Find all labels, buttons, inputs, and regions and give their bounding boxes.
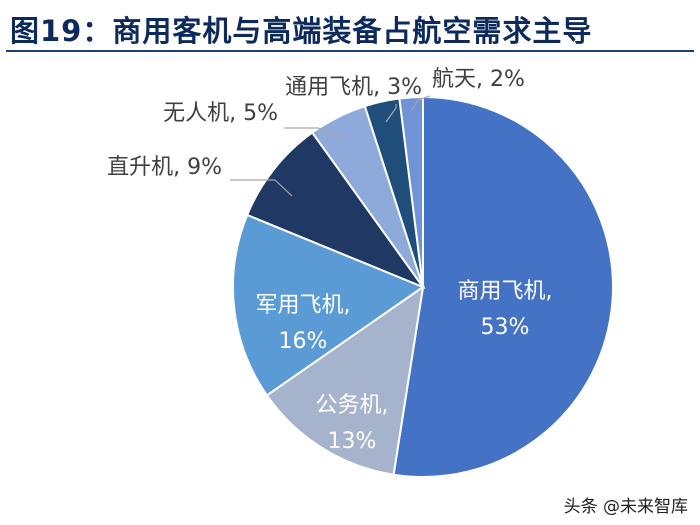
slice-value-1: 13% [328,429,377,454]
slice-label-6: 航天, 2% [432,67,525,92]
pie-slice-2 [232,213,426,397]
pie-slice-0 [392,95,614,478]
slice-label-0: 商用飞机, [458,279,553,304]
slice-label-5: 通用飞机, 3% [285,75,422,100]
leader-line-3 [230,179,293,197]
slice-label-4: 无人机, 5% [163,101,278,126]
pie-slice-1 [265,284,425,476]
leader-line-5 [385,104,397,123]
slice-value-0: 53% [481,315,530,340]
pie-slice-3 [245,131,426,290]
pie-slice-6 [398,95,424,288]
slice-label-1: 公务机, [316,393,389,418]
figure-title: 图19：商用客机与高端装备占航空需求主导 [10,14,593,48]
slice-label-2: 军用飞机, [256,293,351,318]
slice-value-2: 16% [279,329,328,354]
leader-line-4 [284,127,349,141]
leader-line-6 [411,95,431,111]
watermark: 头条 @未来智库 [563,497,688,517]
title-divider [6,50,694,52]
slice-label-3: 直升机, 9% [107,155,222,180]
